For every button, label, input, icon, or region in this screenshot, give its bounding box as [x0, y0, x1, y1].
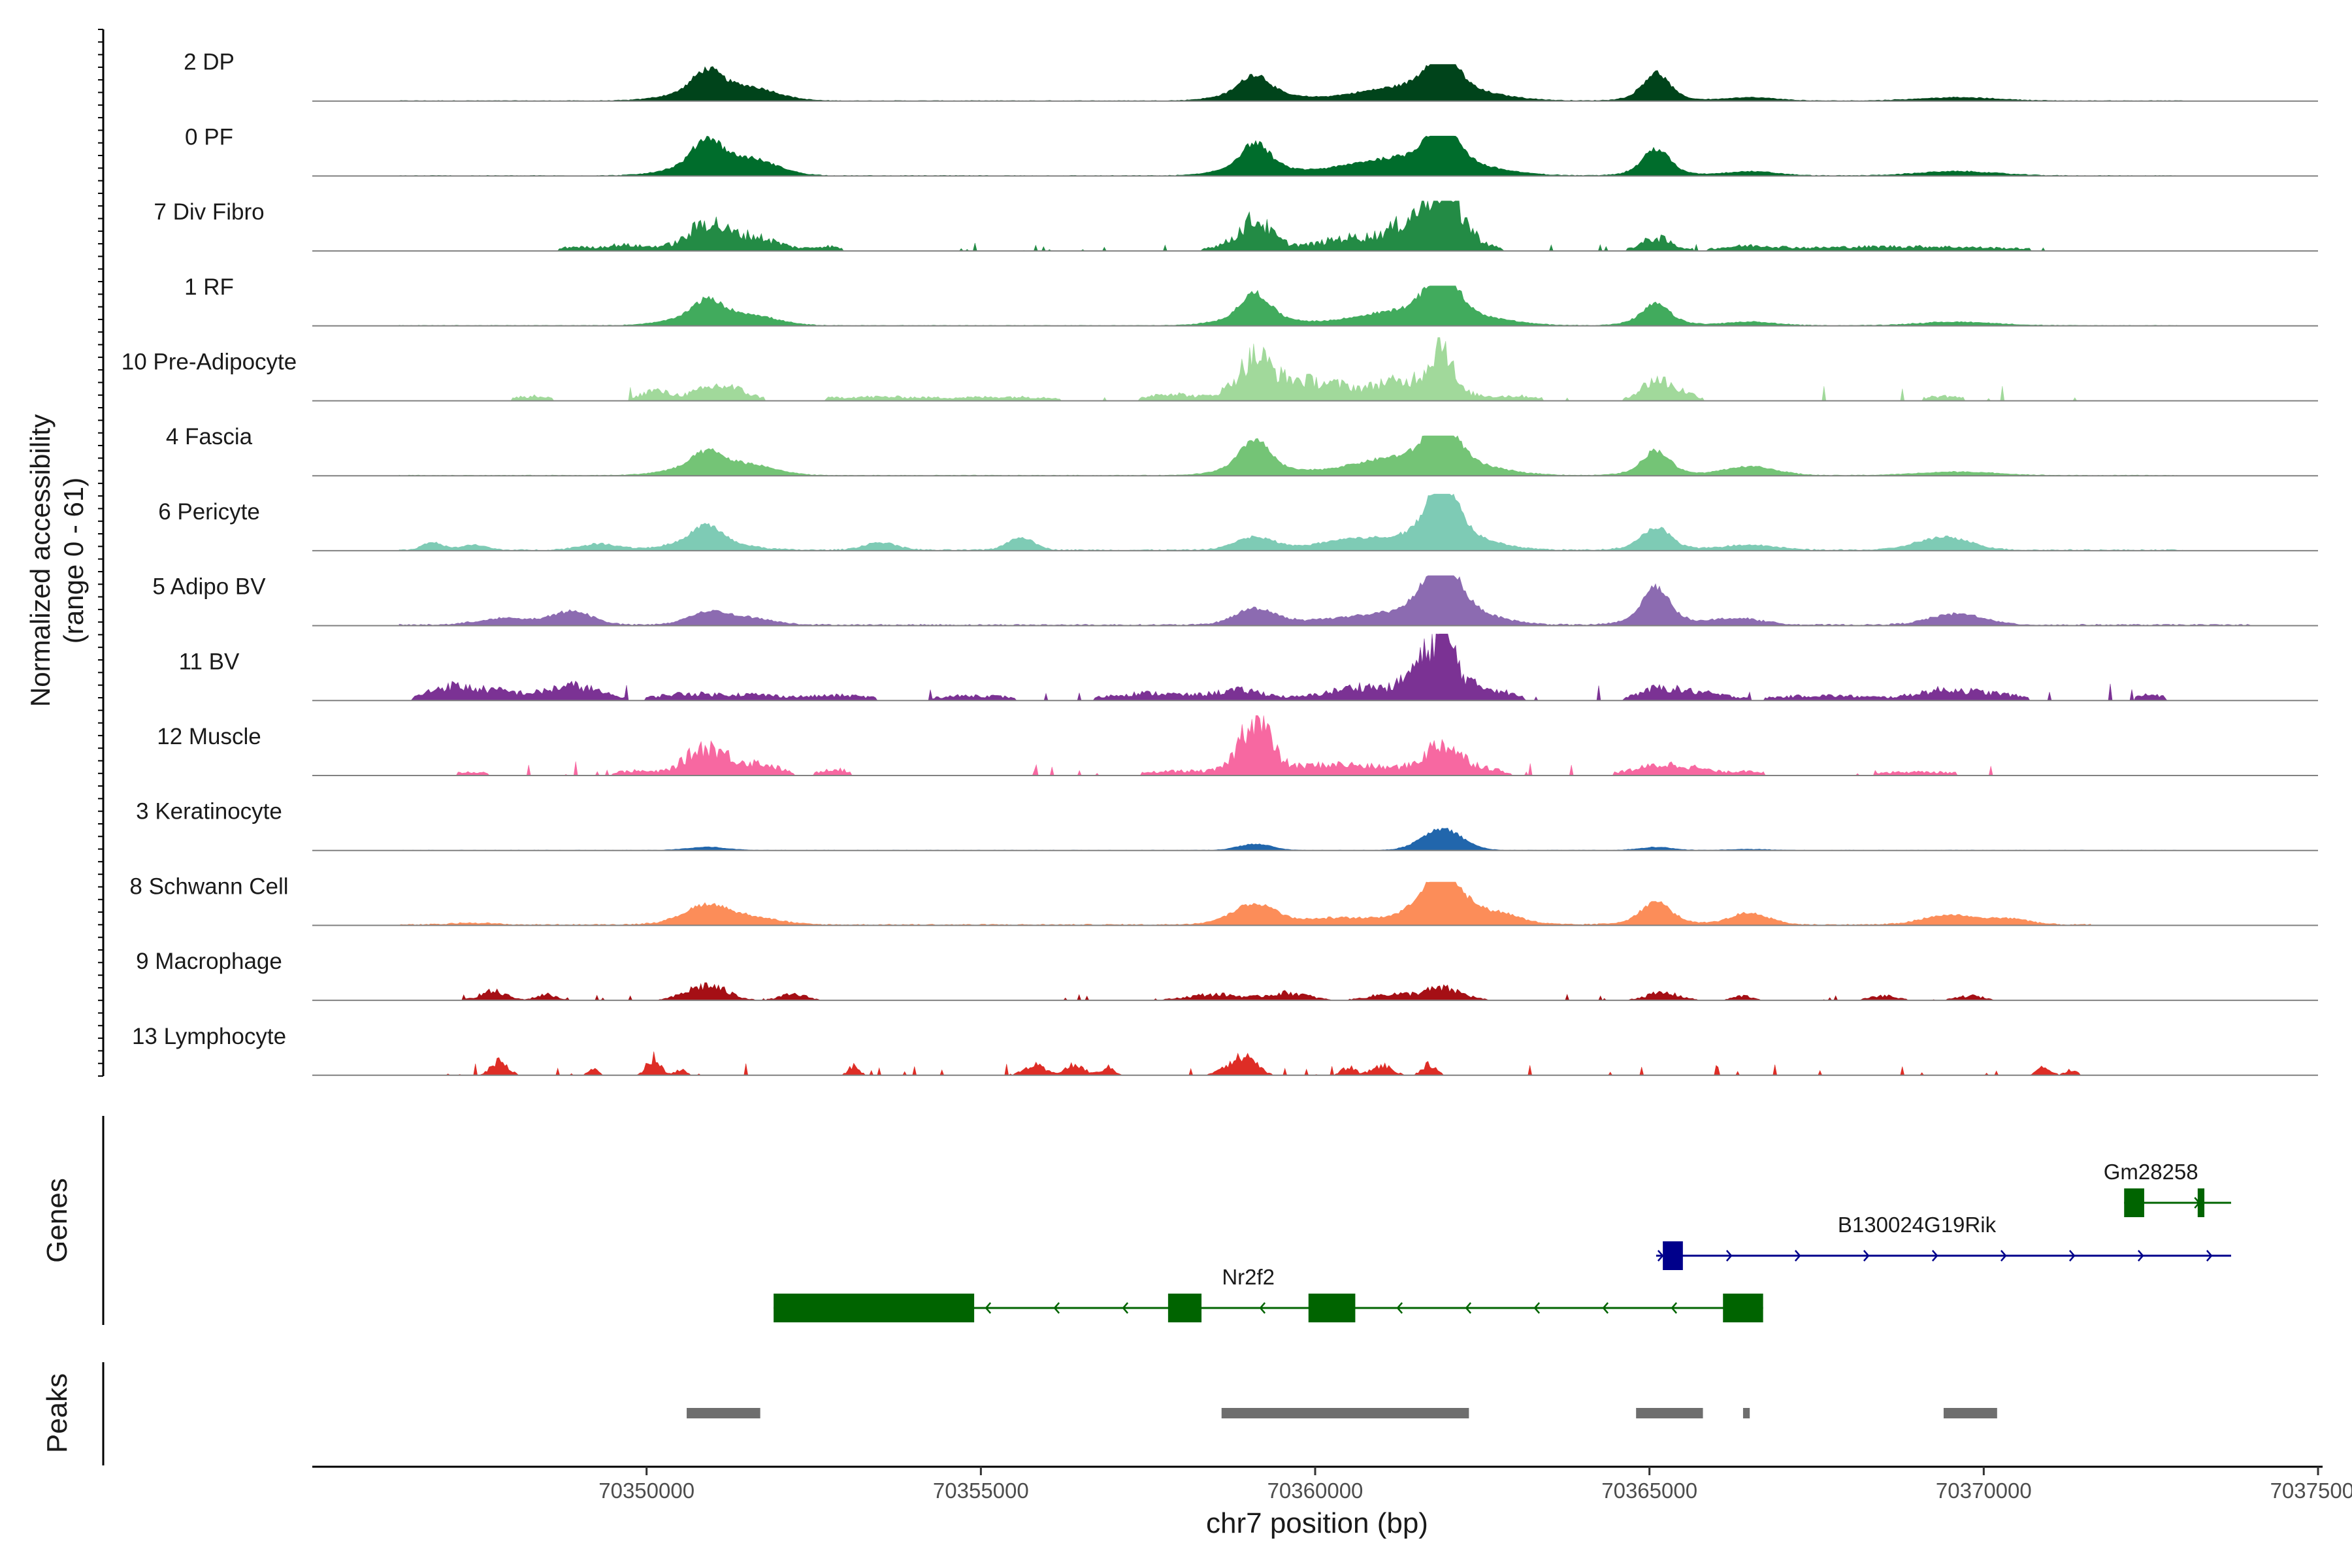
track-10-pre-adipocyte: 10 Pre-Adipocyte [122, 337, 2318, 402]
peak-region [687, 1408, 760, 1418]
track-6-pericyte: 6 Pericyte [158, 493, 2318, 551]
track-label: 9 Macrophage [136, 949, 282, 974]
track-2-dp: 2 DP [184, 50, 2318, 102]
strand-arrow [2068, 1250, 2076, 1262]
x-tick-label: 70365000 [1601, 1478, 1697, 1503]
gene-label: B130024G19Rik [1838, 1213, 1997, 1237]
exon-box [2197, 1188, 2205, 1217]
coverage-area [399, 435, 2178, 476]
y-axis [98, 29, 105, 1077]
exon-box [2124, 1188, 2144, 1217]
x-tick-label: 70355000 [933, 1478, 1029, 1503]
coverage-area [399, 493, 2185, 551]
peak-region [1636, 1408, 1703, 1418]
track-label: 8 Schwann Cell [129, 874, 288, 899]
coverage-area [399, 633, 2171, 702]
strand-arrow [1931, 1250, 1938, 1262]
peak-region [1221, 1408, 1469, 1418]
gene-track: Nr2f2 B130024G19Rik Gm28258 [774, 1160, 2231, 1322]
strand-arrow [2206, 1250, 2213, 1262]
strand-arrow [2000, 1250, 2007, 1262]
track-label: 10 Pre-Adipocyte [122, 350, 297, 375]
strand-arrow [1259, 1302, 1266, 1314]
track-0-pf: 0 PF [185, 124, 2318, 177]
track-5-adipo-bv: 5 Adipo BV [152, 574, 2318, 627]
peaks-panel-label: Peaks [41, 1373, 73, 1453]
track-1-rf: 1 RF [184, 274, 2318, 327]
gene-gm28258: Gm28258 [2104, 1160, 2231, 1217]
track-12-muscle: 12 Muscle [157, 715, 2318, 776]
coverage-area [446, 982, 1997, 1001]
peak-region [1742, 1408, 1750, 1418]
coverage-area [399, 286, 2178, 327]
strand-arrow [1396, 1302, 1403, 1314]
coverage-area [399, 575, 2251, 626]
exon-box [1308, 1294, 1356, 1322]
strand-arrow [1602, 1302, 1609, 1314]
strand-arrow [1533, 1302, 1541, 1314]
gene-label: Gm28258 [2104, 1160, 2198, 1184]
track-9-macrophage: 9 Macrophage [136, 949, 2318, 1002]
coverage-area [399, 64, 2185, 102]
x-tick-label: 70360000 [1267, 1478, 1364, 1503]
coverage-area [399, 881, 2091, 926]
peak-track [687, 1408, 1997, 1418]
track-label: 7 Div Fibro [154, 199, 264, 225]
strand-arrow [1053, 1302, 1060, 1314]
coverage-area [493, 201, 2065, 252]
coverage-area [445, 1051, 2084, 1076]
track-8-schwann-cell: 8 Schwann Cell [129, 874, 2318, 926]
peak-region [1943, 1408, 1997, 1418]
track-label: 3 Keratinocyte [136, 799, 282, 825]
coverage-tracks: 2 DP 0 PF 7 Div Fibro 1 RF 10 Pre-Adipocyte 4… [122, 50, 2318, 1076]
strand-arrow [1657, 1250, 1664, 1262]
strand-arrow [1122, 1302, 1129, 1314]
track-label: 11 BV [179, 649, 240, 674]
y-axis-range-label: (range 0 - 61) [58, 478, 89, 644]
gene-b130024g19rik: B130024G19Rik [1656, 1213, 2231, 1270]
x-axis: 70350000 70355000 70360000 70365000 70370000… [598, 1467, 2352, 1503]
track-11-bv: 11 BV [179, 633, 2318, 702]
track-label: 1 RF [184, 274, 234, 300]
exon-box [1663, 1241, 1683, 1270]
track-label: 13 Lymphocyte [132, 1024, 286, 1049]
exon-box [1723, 1294, 1763, 1322]
strand-arrow [1794, 1250, 1801, 1262]
track-label: 2 DP [184, 50, 235, 75]
strand-arrow [1725, 1250, 1733, 1262]
exon-box [774, 1294, 975, 1322]
track-label: 5 Adipo BV [152, 574, 266, 600]
strand-arrow [1863, 1250, 1870, 1262]
y-axis-title: Normalized accessibility [25, 414, 56, 707]
track-7-div-fibro: 7 Div Fibro [154, 199, 2318, 252]
track-4-fascia: 4 Fascia [166, 424, 2318, 477]
strand-arrow [1671, 1302, 1678, 1314]
track-label: 6 Pericyte [158, 499, 260, 525]
track-3-keratinocyte: 3 Keratinocyte [136, 799, 2318, 851]
track-label: 0 PF [185, 124, 233, 150]
track-label: 12 Muscle [157, 724, 261, 749]
exon-box [1168, 1294, 1202, 1322]
track-label: 4 Fascia [166, 424, 253, 449]
gene-label: Nr2f2 [1222, 1265, 1275, 1289]
coverage-area [399, 828, 2178, 851]
coverage-area [479, 337, 2158, 401]
x-tick-label: 70370000 [1936, 1478, 2032, 1503]
x-tick-label: 70375000 [2270, 1478, 2352, 1503]
genes-panel-label: Genes [41, 1178, 73, 1263]
coverage-area [399, 135, 2178, 176]
track-13-lymphocyte: 13 Lymphocyte [132, 1024, 2318, 1076]
strand-arrow [1465, 1302, 1472, 1314]
strand-arrow [2137, 1250, 2144, 1262]
gene-nr2f2: Nr2f2 [774, 1265, 1763, 1322]
strand-arrow [985, 1302, 992, 1314]
coverage-area [433, 715, 2004, 776]
x-tick-label: 70350000 [598, 1478, 694, 1503]
x-axis-title: chr7 position (bp) [1206, 1507, 1428, 1539]
